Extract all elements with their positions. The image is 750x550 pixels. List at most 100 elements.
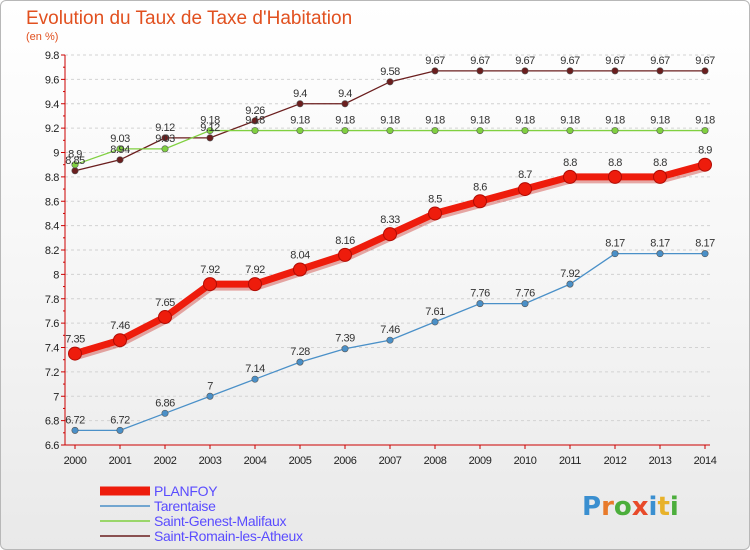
data-point	[698, 157, 712, 172]
data-point	[113, 333, 127, 348]
y-tick-label: 8.4	[45, 221, 59, 233]
data-point	[431, 127, 439, 135]
data-point	[566, 127, 574, 135]
y-tick-label: 9.4	[45, 99, 59, 111]
data-point	[518, 182, 532, 197]
legend-entry: PLANFOY	[100, 483, 219, 499]
legend: PLANFOYTarentaiseSaint-Genest-MalifauxSa…	[100, 483, 303, 544]
data-label: 9.4	[293, 88, 307, 100]
data-point	[206, 134, 214, 142]
data-label: 9.12	[200, 122, 220, 134]
data-point	[563, 169, 577, 184]
data-point	[431, 318, 439, 326]
x-tick-label: 2003	[199, 455, 222, 467]
data-point	[116, 426, 124, 434]
data-label: 8.9	[68, 149, 82, 161]
data-point	[116, 145, 124, 153]
data-label: 9.18	[515, 115, 535, 127]
y-tick-label: 7.2	[45, 367, 59, 379]
data-point	[296, 358, 304, 366]
data-point	[68, 346, 82, 361]
data-label: 8.6	[473, 181, 487, 193]
y-axis-ticks: 6.6 6.8 7 7.2 7.4 7.6 7.8 8 8.2 8.4 8.6 8.8 9 9.2 9.4 9…	[45, 50, 60, 452]
data-label: 7.65	[155, 297, 175, 309]
data-label: 7.28	[290, 346, 310, 358]
series-group	[68, 67, 712, 434]
data-label: 9.26	[245, 105, 265, 117]
x-tick-label: 2000	[64, 455, 87, 467]
data-point	[71, 167, 79, 175]
data-label: 9.18	[425, 115, 445, 127]
data-point	[428, 206, 442, 221]
data-label: 6.86	[155, 397, 175, 409]
logo-letter: o	[614, 492, 632, 522]
data-label: 8.8	[653, 157, 667, 169]
x-tick-label: 2013	[649, 455, 672, 467]
data-label: 9.18	[380, 115, 400, 127]
data-point	[383, 227, 397, 242]
data-point	[656, 127, 664, 135]
data-label: 8.17	[695, 238, 715, 250]
x-tick-label: 2014	[694, 455, 717, 467]
data-label: 9.03	[110, 133, 130, 145]
legend-entry: Saint-Romain-les-Atheux	[100, 528, 303, 544]
data-label: 8.17	[650, 238, 670, 250]
data-point	[251, 117, 259, 125]
data-label: 9.03	[155, 133, 175, 145]
data-point	[203, 277, 217, 292]
logo-letter: r	[601, 492, 614, 522]
legend-label: Saint-Romain-les-Atheux	[154, 528, 303, 544]
proxiti-logo: Proxiti	[582, 492, 679, 522]
data-point	[701, 127, 709, 135]
data-point	[566, 67, 574, 75]
data-label: 7.39	[335, 333, 355, 345]
y-tick-label: 9.8	[45, 50, 59, 62]
data-label: 9.67	[470, 55, 490, 67]
x-tick-label: 2002	[154, 455, 177, 467]
data-point	[521, 300, 529, 308]
y-tick-label: 8.2	[45, 245, 59, 257]
data-point	[248, 277, 262, 292]
data-point	[161, 409, 169, 417]
y-tick-label: 7.4	[45, 343, 59, 355]
data-point	[611, 67, 619, 75]
data-point	[341, 127, 349, 135]
data-point	[386, 336, 394, 344]
data-label: 9.18	[560, 115, 580, 127]
data-point	[386, 127, 394, 135]
data-label: 9.67	[650, 55, 670, 67]
legend-label: Saint-Genest-Malifaux	[154, 513, 287, 529]
data-label: 9.67	[695, 55, 715, 67]
y-tick-label: 7.8	[45, 294, 59, 306]
logo-letter: P	[582, 492, 601, 522]
data-label: 7.46	[110, 320, 130, 332]
data-label: 8.8	[608, 157, 622, 169]
x-tick-label: 2008	[424, 455, 447, 467]
data-label: 9.18	[470, 115, 490, 127]
data-label: 7.92	[200, 264, 220, 276]
data-label: 8.16	[335, 235, 355, 247]
data-label: 9.12	[155, 122, 175, 134]
data-point	[251, 127, 259, 135]
data-label: 8.04	[290, 250, 310, 262]
data-label: 7.76	[470, 288, 490, 300]
y-tick-label: 8.8	[45, 172, 59, 184]
data-label: 7	[207, 380, 213, 392]
x-tick-label: 2010	[514, 455, 537, 467]
logo-letter: i	[649, 492, 658, 522]
data-labels: 8.85 8.94 9.12 9.12 9.26 9.4 9.4 9.58 9.67 9.67 9.…	[65, 55, 715, 427]
data-label: 8.7	[518, 169, 532, 181]
legend-label: Tarentaise	[154, 498, 216, 514]
data-label: 9.67	[605, 55, 625, 67]
data-point	[116, 156, 124, 164]
data-label: 7.35	[65, 334, 85, 346]
chart-title: Evolution du Taux de Taxe d'Habitation	[26, 8, 352, 29]
data-point	[653, 169, 667, 184]
logo-letter: t	[657, 492, 669, 522]
data-label: 6.72	[65, 414, 85, 426]
data-label: 9.18	[605, 115, 625, 127]
data-label: 9.4	[338, 88, 352, 100]
data-point	[71, 426, 79, 434]
